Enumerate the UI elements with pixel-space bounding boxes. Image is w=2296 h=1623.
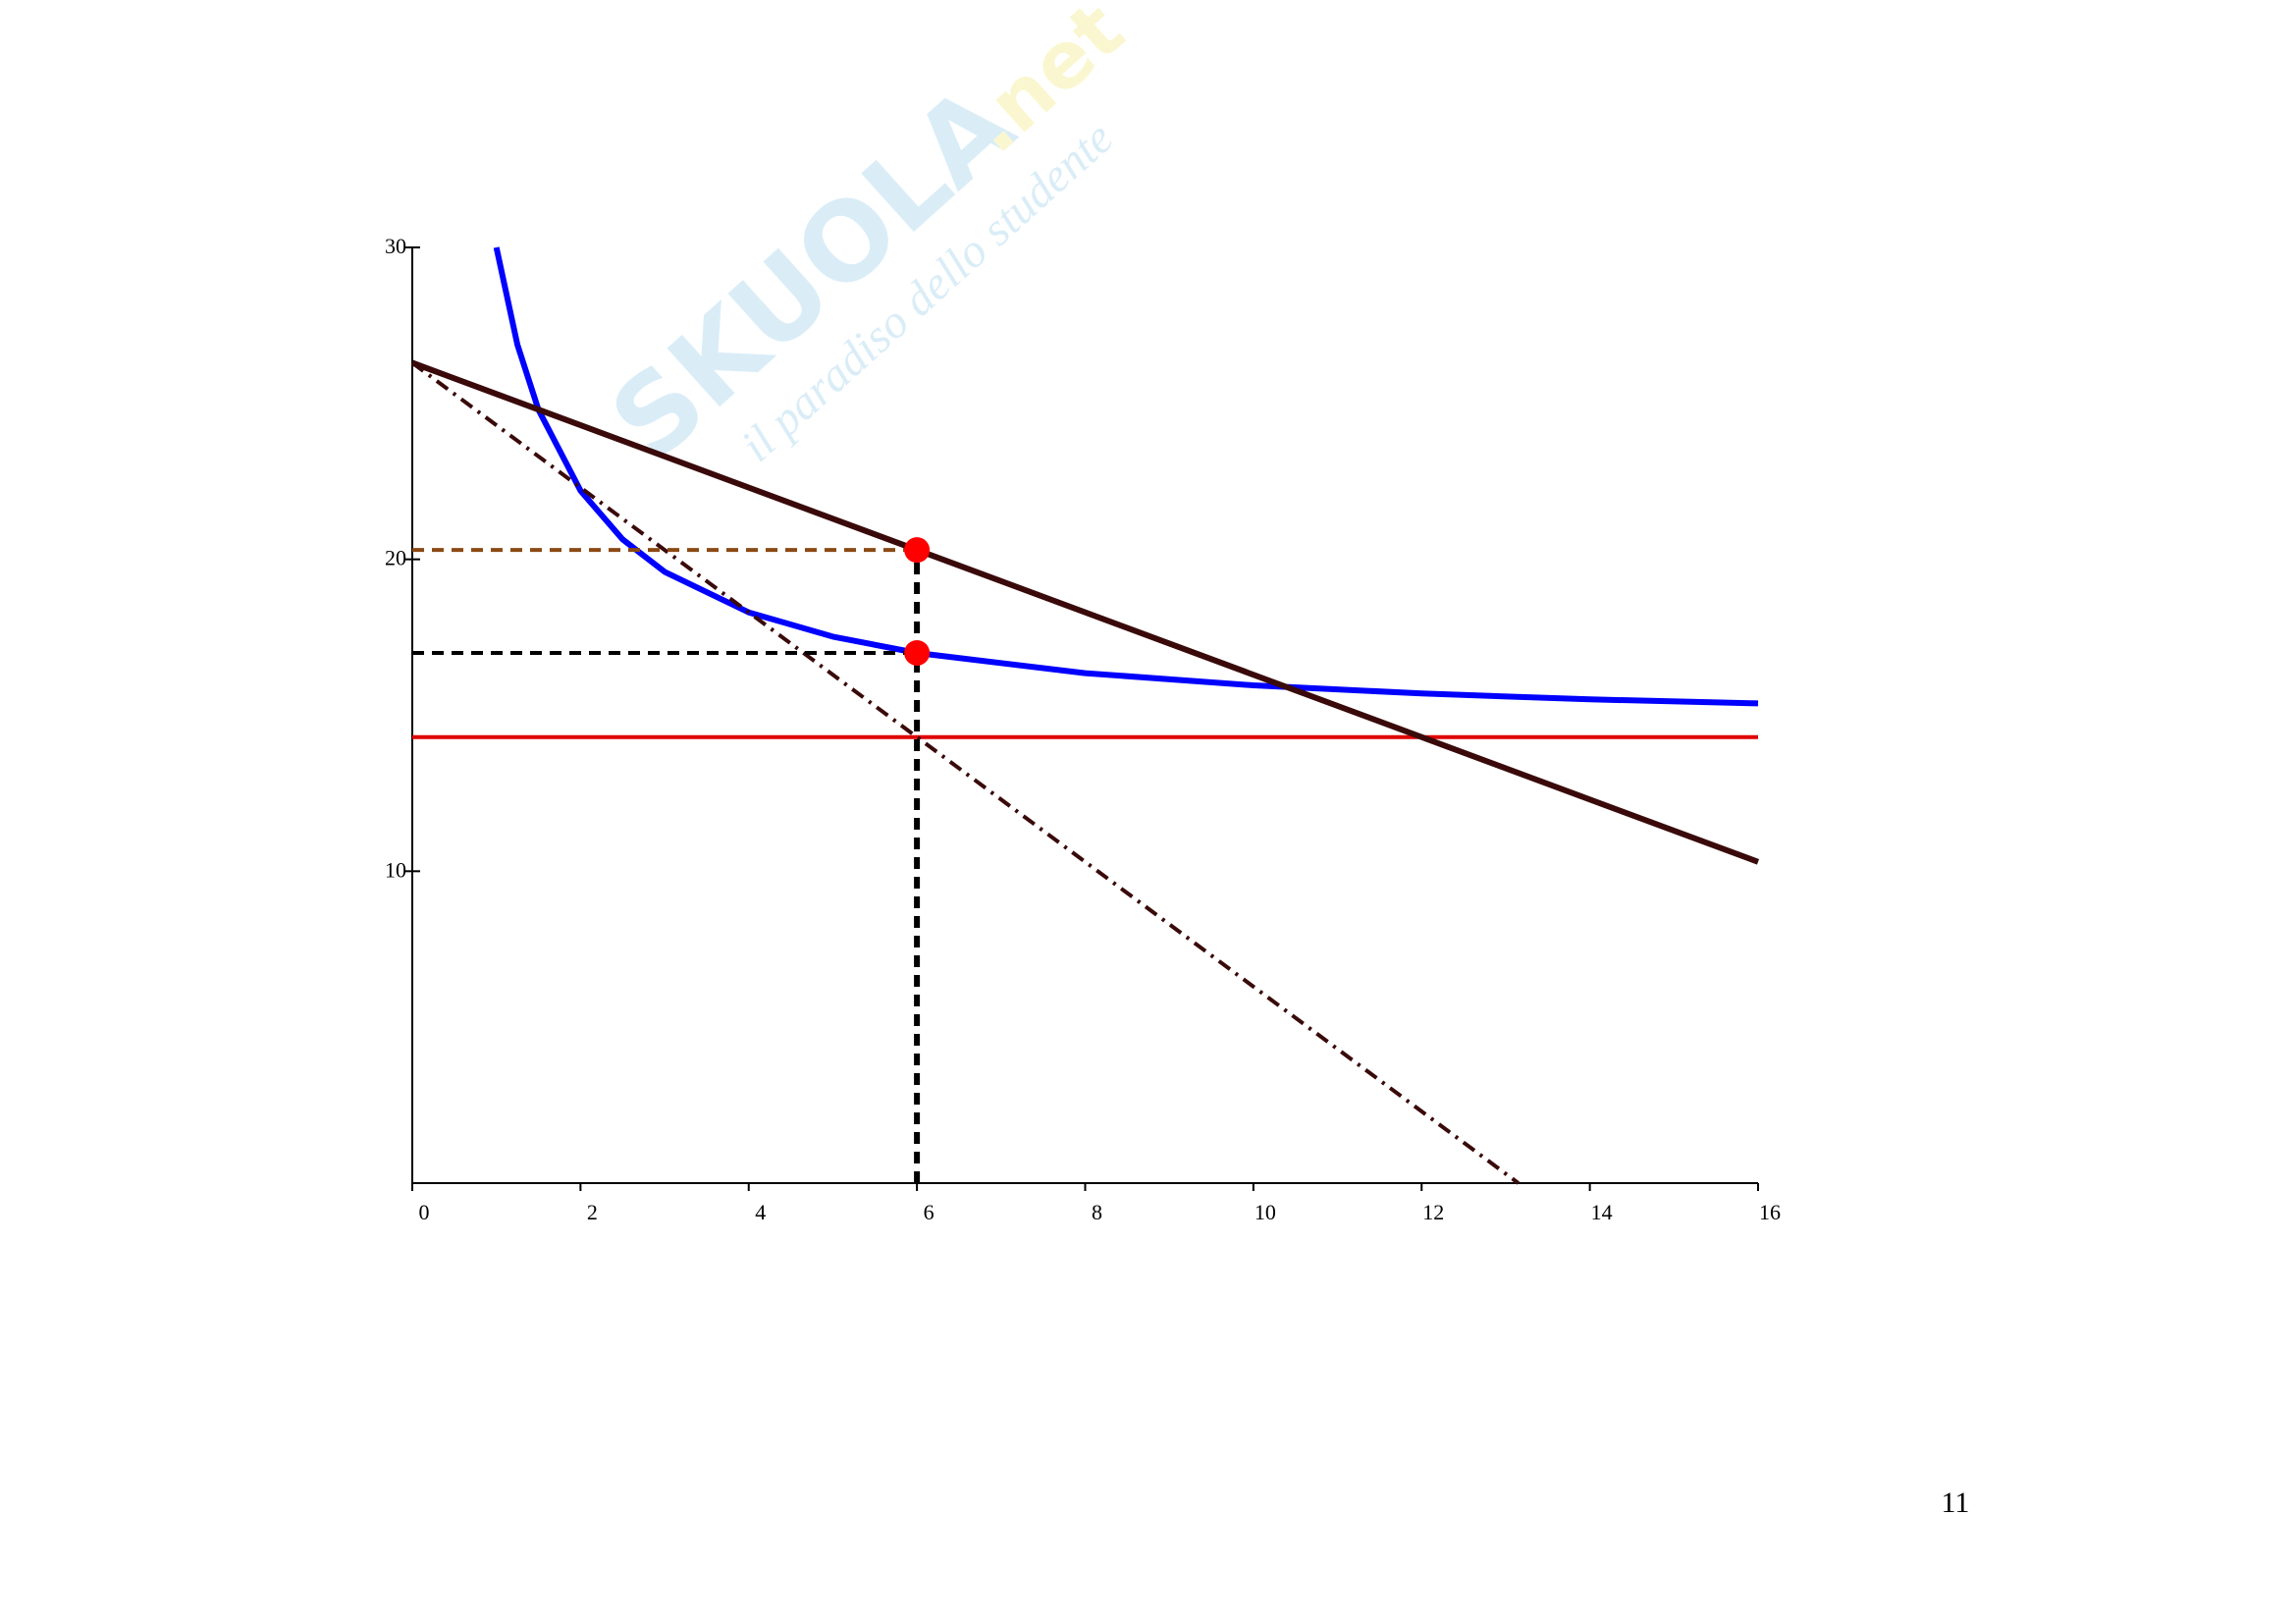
x-tick-label: 2 <box>587 1200 598 1224</box>
x-tick-label: 6 <box>924 1200 934 1224</box>
y-tick-label: 10 <box>385 857 406 882</box>
x-tick-label: 0 <box>419 1200 430 1224</box>
y-tick-label: 20 <box>385 546 406 570</box>
x-tick-label: 12 <box>1422 1200 1444 1224</box>
series-line <box>493 246 1759 707</box>
x-tick-label: 14 <box>1591 1200 1613 1224</box>
watermark: SKUOLA .net il paradiso dello studente <box>588 0 1142 484</box>
x-tick-label: 4 <box>755 1200 766 1224</box>
series-line <box>410 360 1520 1185</box>
x-tick-label: 8 <box>1092 1200 1102 1224</box>
series-line <box>410 359 1760 865</box>
y-tick-label: 30 <box>385 234 406 258</box>
x-tick-label: 16 <box>1759 1200 1781 1224</box>
point <box>904 639 931 666</box>
point <box>904 537 931 564</box>
x-tick-label: 10 <box>1255 1200 1276 1224</box>
page-number: 11 <box>1942 1487 1970 1519</box>
